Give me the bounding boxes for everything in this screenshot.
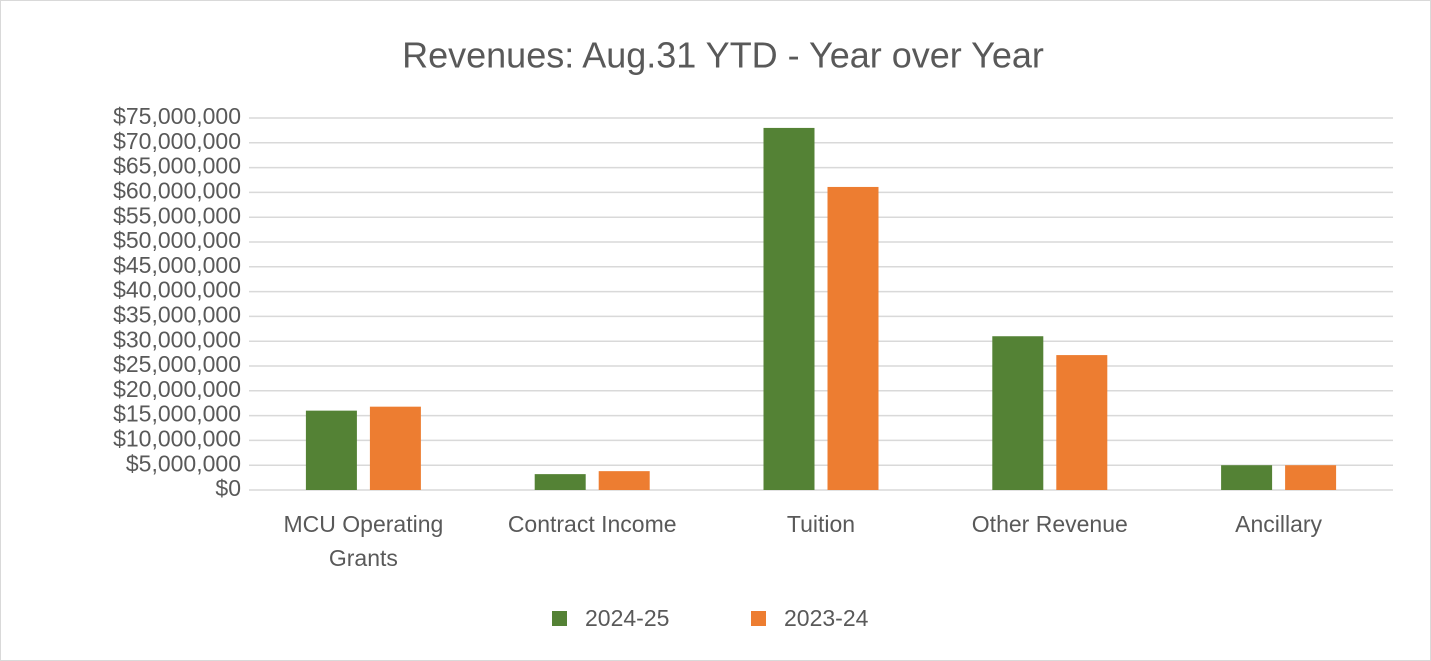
y-tick-label: $55,000,000: [113, 202, 241, 228]
y-tick-label: $40,000,000: [113, 277, 241, 303]
x-tick-label: Tuition: [786, 511, 856, 537]
y-tick-label: $60,000,000: [113, 177, 241, 203]
bar: [992, 336, 1044, 490]
y-tick-label: $10,000,000: [113, 425, 241, 451]
x-tick-label: MCU Operating Grants: [283, 511, 444, 571]
y-tick-label: $30,000,000: [113, 326, 241, 352]
bar: [1056, 355, 1108, 490]
legend-swatch: [552, 611, 567, 626]
bar: [305, 410, 357, 490]
y-tick-label: $35,000,000: [113, 301, 241, 327]
y-tick-label: $25,000,000: [113, 351, 241, 377]
bar: [369, 406, 421, 490]
legend-label: 2024-25: [585, 605, 669, 631]
y-tick-label: $70,000,000: [113, 128, 241, 154]
bar: [1285, 465, 1337, 490]
y-tick-label: $20,000,000: [113, 376, 241, 402]
x-tick-label: Contract Income: [507, 511, 677, 537]
y-tick-label: $75,000,000: [113, 103, 241, 129]
x-tick-label: Other Revenue: [971, 511, 1128, 537]
x-tick-label: Ancillary: [1235, 511, 1323, 537]
y-tick-label: $0: [215, 475, 241, 501]
legend-swatch: [751, 611, 766, 626]
bar: [827, 186, 879, 490]
legend-label: 2023-24: [784, 605, 869, 631]
bar: [534, 474, 586, 490]
bar: [763, 127, 815, 491]
y-tick-label: $50,000,000: [113, 227, 241, 253]
bar: [598, 471, 650, 490]
y-tick-label: $15,000,000: [113, 401, 241, 427]
bar: [1221, 465, 1273, 490]
y-tick-label: $65,000,000: [113, 153, 241, 179]
y-tick-label: $5,000,000: [126, 450, 241, 476]
chart-title: Revenues: Aug.31 YTD - Year over Year: [402, 35, 1044, 76]
y-tick-label: $45,000,000: [113, 252, 241, 278]
